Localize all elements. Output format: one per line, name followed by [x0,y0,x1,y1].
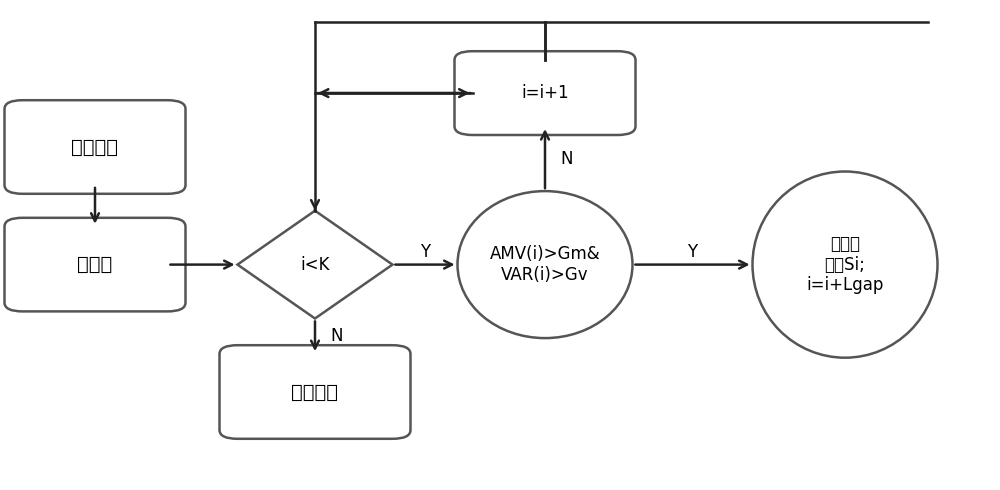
Text: 肌音信号: 肌音信号 [72,138,119,156]
FancyBboxPatch shape [5,100,186,194]
Text: N: N [331,327,343,345]
Ellipse shape [753,172,938,358]
Text: 滑动窗: 滑动窗 [77,255,113,274]
Text: 分割结束: 分割结束 [292,383,338,401]
Text: i=i+1: i=i+1 [521,84,569,102]
Text: Y: Y [687,244,698,261]
Text: AMV(i)>Gm&
VAR(i)>Gv: AMV(i)>Gm& VAR(i)>Gv [490,245,600,284]
Text: 得动作
信号Si;
i=i+Lgap: 得动作 信号Si; i=i+Lgap [806,235,884,294]
FancyBboxPatch shape [5,218,186,312]
Polygon shape [238,211,392,318]
FancyBboxPatch shape [454,51,636,135]
Text: i<K: i<K [300,256,330,273]
FancyBboxPatch shape [220,345,411,439]
Text: Y: Y [420,244,430,261]
Ellipse shape [458,191,633,338]
Text: N: N [561,149,573,168]
